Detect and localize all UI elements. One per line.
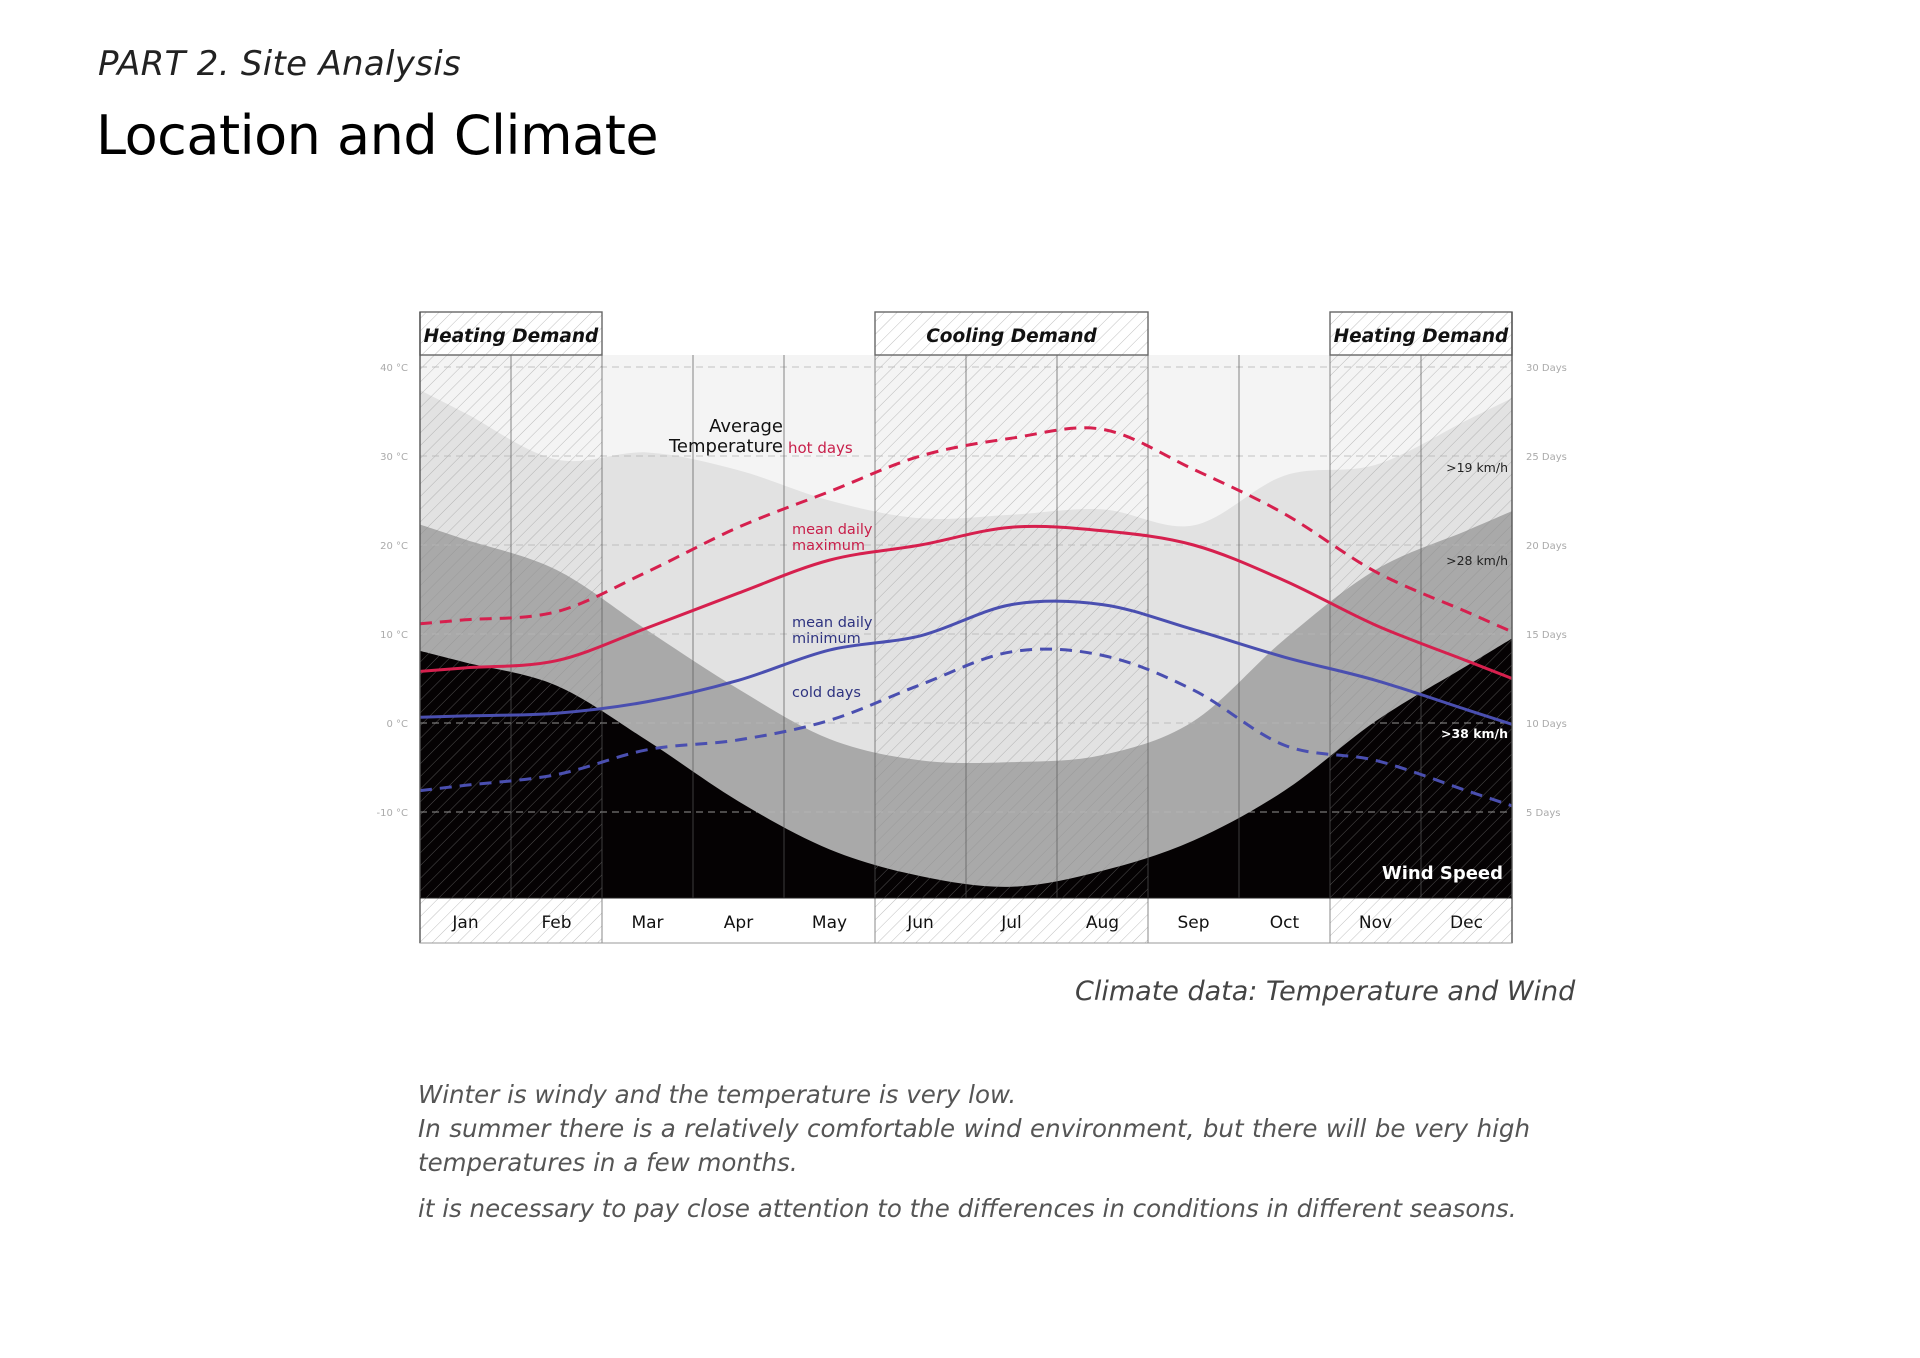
series-label-hot-days: hot days <box>788 439 853 457</box>
y-left-tick-label: 20 °C <box>380 541 408 552</box>
x-tick-label: Feb <box>541 913 571 933</box>
page-title: Location and Climate <box>96 104 659 167</box>
y-right-tick-label: 15 Days <box>1526 630 1567 641</box>
x-tick-label: Oct <box>1270 913 1300 933</box>
y-right-tick-label: 10 Days <box>1526 719 1567 730</box>
description-line: Winter is windy and the temperature is v… <box>418 1080 1017 1109</box>
y-right-tick-label: 25 Days <box>1526 452 1567 463</box>
wind-label-19: >19 km/h <box>1446 460 1508 475</box>
demand-label: Heating Demand <box>424 326 599 347</box>
y-left-tick-label: 0 °C <box>386 719 408 730</box>
y-left-tick-label: 40 °C <box>380 363 408 374</box>
description: Winter is windy and the temperature is v… <box>418 1078 1530 1226</box>
chart-caption: Climate data: Temperature and Wind <box>1075 976 1576 1007</box>
wind-label-38: >38 km/h <box>1441 726 1508 741</box>
y-left-tick-label: 30 °C <box>380 452 408 463</box>
chart-title: Temperature <box>668 436 783 457</box>
x-tick-label: Nov <box>1359 913 1392 933</box>
chart-title: Average <box>709 416 783 437</box>
series-line-hot-days <box>420 426 1512 634</box>
series-label-cold-days: cold days <box>792 685 861 701</box>
x-tick-label: Sep <box>1177 913 1209 933</box>
series-line-mean-daily-maximum <box>420 524 1512 680</box>
demand-label: Heating Demand <box>1334 326 1509 347</box>
demand-label: Cooling Demand <box>926 326 1097 347</box>
y-right-tick-label: 30 Days <box>1526 363 1567 374</box>
section-label: PART 2. Site Analysis <box>98 44 461 84</box>
x-tick-label: Jan <box>451 913 478 933</box>
x-tick-label: Dec <box>1450 913 1483 933</box>
y-left-tick-label: 10 °C <box>380 630 408 641</box>
y-right-tick-label: 20 Days <box>1526 541 1567 552</box>
y-right-tick-label: 5 Days <box>1526 808 1561 819</box>
x-tick-label: Aug <box>1086 913 1119 933</box>
wind-speed-title: Wind Speed <box>1382 863 1503 884</box>
y-left-tick-label: -10 °C <box>377 808 409 819</box>
wind-label-28: >28 km/h <box>1446 553 1508 568</box>
series-line-cold-days <box>420 647 1512 808</box>
series-line-mean-daily-minimum <box>420 599 1512 726</box>
description-line: it is necessary to pay close attention t… <box>418 1194 1517 1223</box>
series-label-mean-min: minimum <box>792 631 861 647</box>
description-line: In summer there is a relatively comforta… <box>418 1114 1530 1177</box>
x-tick-label: Jul <box>1000 913 1022 933</box>
x-tick-label: Apr <box>724 913 753 933</box>
series-label-mean-max: maximum <box>792 538 865 554</box>
demand-hatch <box>875 312 1148 943</box>
demand-header-box <box>874 311 1149 356</box>
x-tick-label: Mar <box>631 913 663 933</box>
x-tick-label: May <box>812 913 847 933</box>
series-label-mean-max: mean daily <box>792 522 873 538</box>
climate-chart: Heating Demand Cooling Demand Heating Dema… <box>377 311 1567 944</box>
x-tick-label: Jun <box>906 913 934 933</box>
series-label-mean-min: mean daily <box>792 615 873 631</box>
